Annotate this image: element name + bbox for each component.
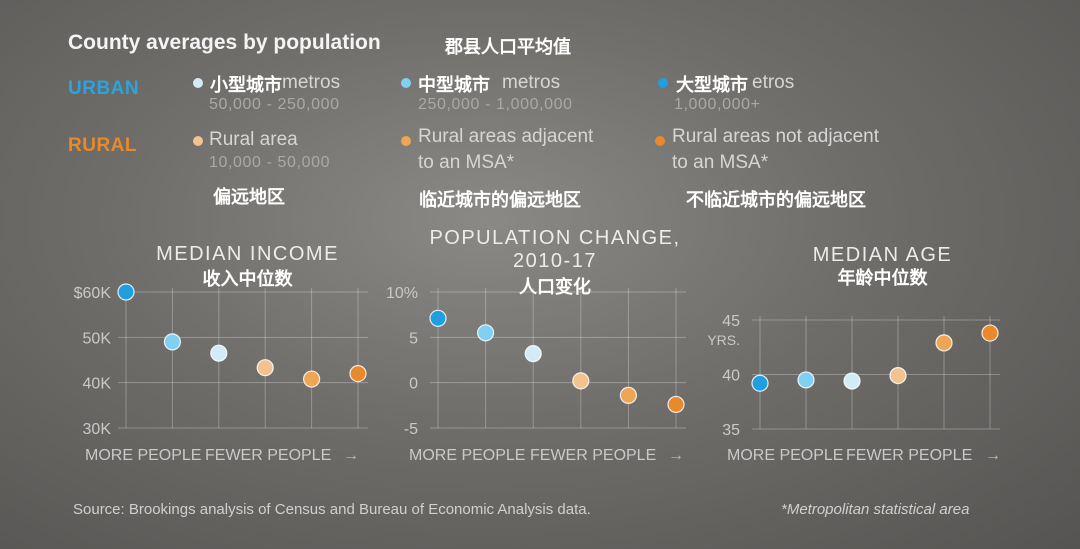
legend-label-small-metro: metros — [282, 72, 341, 93]
income-fewer-people-label: FEWER PEOPLE — [205, 447, 331, 464]
income-point — [303, 370, 321, 388]
population-point — [477, 324, 495, 342]
legend-cn-large-metro: 大型城市 — [676, 75, 748, 96]
age-point — [889, 366, 907, 385]
population-fewer-people-label: FEWER PEOPLE — [530, 447, 656, 464]
income-point — [117, 283, 135, 301]
income-point — [163, 333, 181, 351]
income-point — [210, 344, 228, 362]
age-ytick-label: 40 — [722, 368, 740, 385]
income-ytick-label: $60K — [74, 285, 112, 302]
population-point — [619, 386, 638, 404]
population-ytick-label: 5 — [409, 330, 418, 347]
age-fewer-people-label: FEWER PEOPLE — [846, 447, 972, 464]
legend-label-large-metro: etros — [752, 72, 795, 93]
income-point — [256, 359, 274, 377]
age-arrow-icon: → — [985, 447, 1001, 464]
population-point — [572, 372, 590, 390]
legend-dot-mid-metro — [401, 78, 411, 88]
population-point — [667, 395, 685, 414]
rural-label: RURAL — [68, 135, 137, 156]
income-point — [349, 365, 367, 383]
income-arrow-icon: → — [343, 447, 359, 464]
source-note: Source: Brookings analysis of Census and… — [73, 501, 591, 518]
population-arrow-icon: → — [668, 447, 684, 464]
legend-cn-rural-adjacent: 临近城市的偏远地区 — [419, 190, 581, 211]
age-point — [935, 334, 953, 352]
legend-range-large-metro: 1,000,000+ — [674, 96, 761, 113]
income-chart-title: MEDIAN INCOME — [156, 243, 339, 265]
legend-range-mid-metro: 250,000 - 1,000,000 — [418, 96, 573, 113]
population-chart-title-line2: 2010-17 — [513, 250, 597, 272]
population-ytick-label: 0 — [409, 376, 418, 393]
population-point — [429, 309, 447, 327]
legend-label-rural-not-adjacent: Rural areas not adjacent — [672, 126, 880, 147]
age-more-people-label: MORE PEOPLE — [727, 447, 843, 464]
income-ytick-label: 50K — [83, 330, 112, 347]
legend-range-small-metro: 50,000 - 250,000 — [209, 96, 340, 113]
legend-label-mid-metro: metros — [502, 72, 561, 93]
chart-title-cn: 郡县人口平均值 — [445, 37, 571, 58]
legend-label-rural-adjacent: Rural areas adjacent — [418, 126, 594, 147]
legend-cn-rural-area: 偏远地区 — [213, 187, 285, 208]
age-chart-title-cn: 年龄中位数 — [837, 268, 928, 289]
legend-cn-mid-metro: 中型城市 — [418, 75, 490, 96]
population-ytick-label: 10% — [386, 285, 418, 302]
legend-range-rural-area: 10,000 - 50,000 — [209, 154, 331, 171]
legend-label2-rural-not-adjacent: to an MSA* — [672, 152, 769, 173]
population-chart-title-cn: 人口变化 — [519, 277, 591, 298]
income-more-people-label: MORE PEOPLE — [85, 447, 201, 464]
age-point — [981, 324, 999, 342]
age-ytick-label: 35 — [722, 422, 740, 439]
legend-dot-rural-adjacent — [401, 136, 411, 146]
legend-cn-small-metro: 小型城市 — [210, 75, 282, 96]
chart-title: County averages by population — [68, 31, 381, 54]
legend-dot-rural-not-adjacent — [655, 136, 665, 146]
income-ytick-label: 40K — [83, 376, 112, 393]
urban-label: URBAN — [68, 78, 140, 99]
income-chart-title-cn: 收入中位数 — [202, 269, 293, 290]
legend-cn-rural-not-adjacent: 不临近城市的偏远地区 — [686, 190, 866, 211]
age-point — [843, 372, 861, 390]
legend-dot-small-metro — [193, 78, 203, 88]
legend-dot-large-metro — [658, 78, 668, 88]
population-point — [524, 345, 542, 363]
population-chart-title: POPULATION CHANGE, — [429, 227, 681, 249]
age-chart-title: MEDIAN AGE — [812, 244, 953, 266]
population-ytick-label: -5 — [404, 421, 418, 438]
legend-label-rural-area: Rural area — [209, 129, 298, 150]
population-more-people-label: MORE PEOPLE — [409, 447, 525, 464]
age-point — [751, 374, 769, 392]
income-ytick-label: 30K — [83, 421, 112, 438]
footnote: *Metropolitan statistical area — [781, 501, 970, 518]
age-ytick-label: 45 — [722, 313, 740, 330]
legend-dot-rural-area — [193, 136, 203, 146]
legend-label2-rural-adjacent: to an MSA* — [418, 152, 515, 173]
age-point — [797, 371, 815, 389]
age-unit-label: YRS. — [707, 332, 740, 348]
